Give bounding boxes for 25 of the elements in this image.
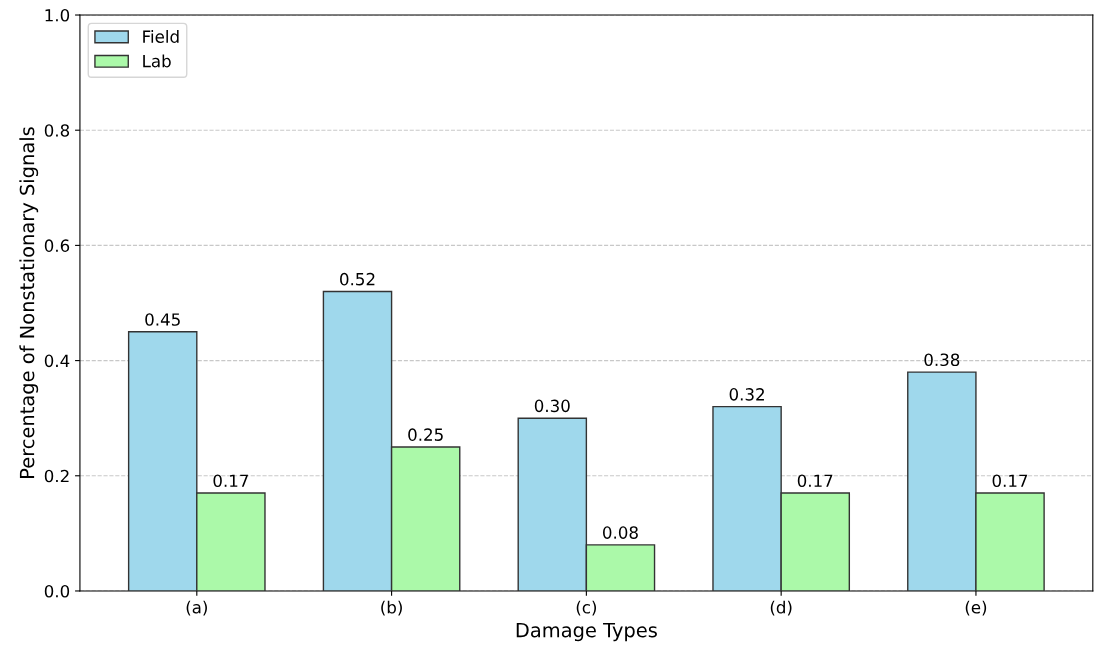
y-tick-label: 0.8 xyxy=(44,124,70,137)
y-tick-label: 0.4 xyxy=(44,354,70,368)
x-tick-label: (e) xyxy=(965,600,987,616)
data-label: 0.32 xyxy=(729,388,764,401)
data-label: 0.17 xyxy=(797,474,833,488)
data-label: 0.08 xyxy=(603,526,638,539)
x-tick-label: (a) xyxy=(186,600,207,616)
y-tick-label: 0.2 xyxy=(44,469,69,483)
data-label: 0.52 xyxy=(340,272,375,286)
x-tick-label: (d) xyxy=(770,600,792,616)
data-label: 0.45 xyxy=(145,313,180,326)
data-label: 0.38 xyxy=(924,353,960,367)
x-tick-label: (c) xyxy=(576,600,597,616)
y-tick-label: 0.6 xyxy=(44,239,70,252)
y-tick-label: 1.0 xyxy=(45,8,70,22)
x-axis-title: Damage Types xyxy=(516,622,657,642)
x-tick-label: (b) xyxy=(381,600,402,616)
data-label: 0.30 xyxy=(534,399,570,413)
data-label: 0.17 xyxy=(992,474,1028,488)
legend-label: Lab xyxy=(143,54,171,68)
legend-label: Field xyxy=(143,30,179,43)
y-axis-title: Percentage of Nonstationary Signals xyxy=(19,127,39,478)
data-label: 0.17 xyxy=(213,474,249,488)
y-tick-label: 0.0 xyxy=(44,584,70,598)
data-label: 0.25 xyxy=(408,428,443,441)
